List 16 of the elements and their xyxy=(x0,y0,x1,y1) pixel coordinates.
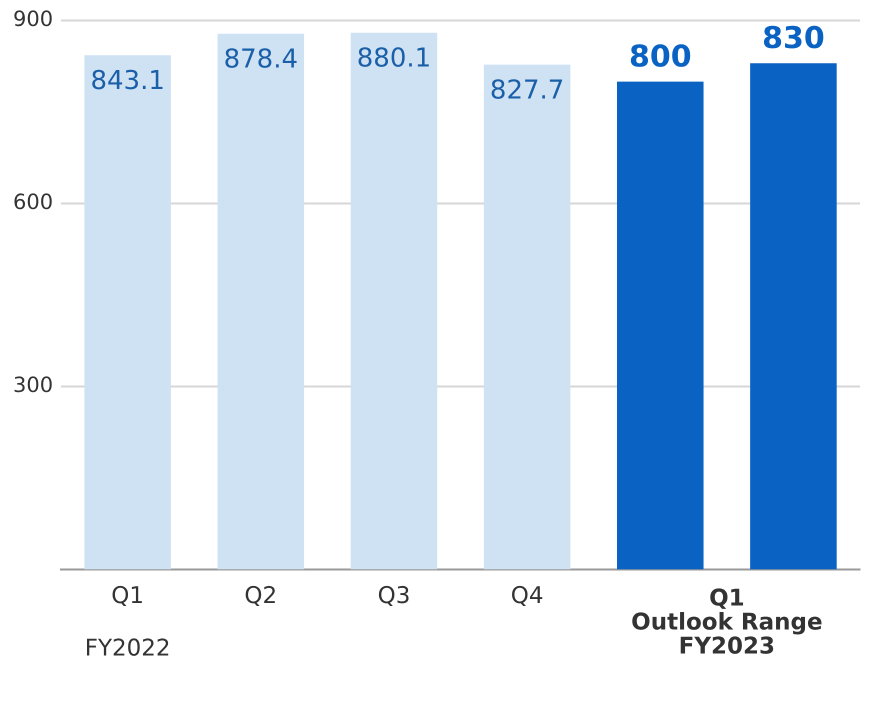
y-tick-label: 900 xyxy=(12,7,54,32)
data-label: 843.1 xyxy=(90,66,165,96)
y-tick-label: 300 xyxy=(12,372,54,397)
data-label: 830 xyxy=(762,21,825,56)
x-tick-label: Q2 xyxy=(244,583,278,610)
data-label: 827.7 xyxy=(490,75,564,106)
text: FY2023 xyxy=(678,633,776,660)
text: Outlook Range xyxy=(631,609,823,636)
data-label: 878.4 xyxy=(224,44,298,75)
text: FY2022 xyxy=(84,635,171,662)
y-tick-label: 600 xyxy=(12,190,54,214)
x-tick-label: Q4 xyxy=(510,583,544,610)
x-tick-label: Q3 xyxy=(378,583,410,610)
x-tick-label: Q1 xyxy=(111,583,144,610)
data-label: 880.1 xyxy=(356,43,432,74)
data-label: 800 xyxy=(628,39,692,74)
